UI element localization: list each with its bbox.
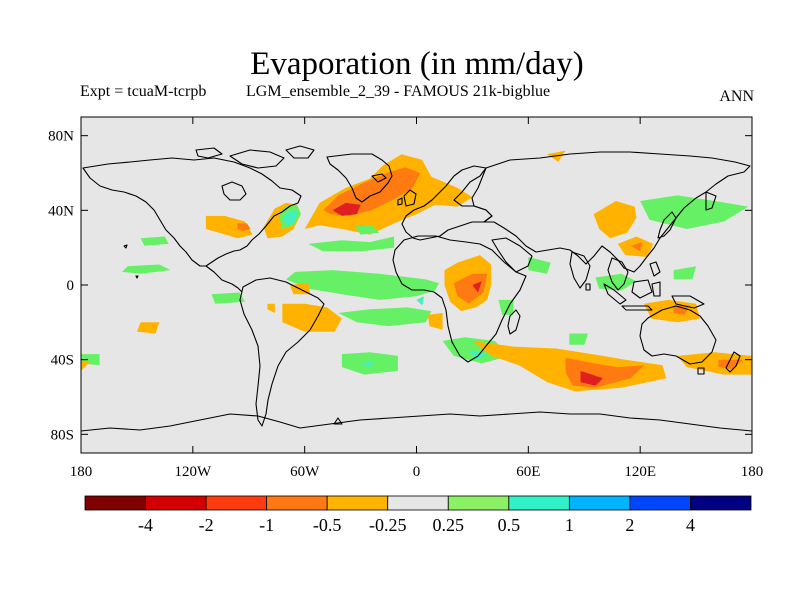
experiment-label: Expt = tcuaM-tcrpb [80, 83, 207, 100]
anomaly-region-east-pacific [122, 264, 171, 274]
anomaly-region-south-atlantic [338, 307, 432, 327]
colorbar-swatch [568, 495, 631, 511]
coastline-india [569, 251, 591, 289]
anomaly-region-north-america-east [237, 223, 251, 231]
coastline-philippines [649, 261, 661, 277]
coastline-greenland [326, 153, 393, 203]
anomaly-region-east-pacific [211, 292, 245, 304]
coastline-north-america [82, 157, 302, 267]
coastline-arctic-islands [229, 149, 285, 169]
lon-tick-label: 180 [70, 464, 93, 480]
anomaly-region-north-america-east [205, 215, 253, 239]
anomaly-region-asia-east [593, 201, 637, 239]
anomaly-region-southern-indian-ocean [569, 333, 588, 345]
anomaly-region-north-atlantic [332, 202, 361, 216]
anomaly-region-maritime-continent [673, 305, 689, 315]
lon-tick-label: 60E [516, 464, 540, 480]
anomaly-region-south-atlantic [416, 296, 424, 306]
colorbar-swatch [690, 495, 752, 511]
coastline-africa [392, 235, 527, 363]
anomaly-region-south-america [282, 303, 342, 332]
colorbar-swatch [205, 495, 268, 511]
anomaly-region-asia-east [630, 242, 642, 252]
lat-tick-label: 80N [48, 129, 74, 145]
coastline-hudson-bay [221, 181, 247, 201]
coastline-arabia [491, 237, 533, 273]
colorbar-swatch [447, 495, 510, 511]
coastline-new-zealand [725, 351, 741, 373]
colorbar-label: -0.25 [369, 515, 407, 535]
colorbar-swatch [387, 495, 449, 511]
anomaly-region-south-atlantic-40s [360, 361, 376, 368]
coastline-antarctica [80, 411, 753, 432]
anomaly-region-east-pacific [136, 322, 160, 334]
colorbar-swatch [629, 495, 691, 511]
anomaly-region-southern-indian-ocean [580, 370, 603, 386]
coastline-south-america [239, 277, 325, 427]
anomaly-region-asia-east [640, 195, 749, 229]
lon-tick-label: 120W [174, 464, 212, 480]
coastline-asia [471, 151, 751, 273]
coastline-indochina [607, 257, 629, 291]
coastline-europe [401, 165, 493, 241]
ensemble-label: LGM_ensemble_2_39 - FAMOUS 21k-bigblue [246, 83, 551, 100]
colorbar-swatch [326, 495, 389, 511]
anomaly-region-east-pacific [81, 361, 91, 371]
anomaly-region-africa [453, 273, 488, 304]
map-axes: 180 120W 60W 0 60E 120E 180 80N 40N 0 40S 80S [48, 117, 763, 480]
coastline-borneo [631, 279, 653, 299]
colorbar-swatch [145, 495, 207, 511]
colorbar-label: 0.25 [433, 515, 465, 535]
coastlines [80, 145, 753, 432]
anomaly-region-asia-east [673, 266, 697, 280]
colorbar-label: 1 [565, 515, 574, 535]
colorbar-label: 4 [686, 515, 695, 535]
coastline-madagascar [507, 309, 521, 335]
lon-tick-label: 60W [290, 464, 320, 480]
colorbar-swatch [266, 495, 328, 511]
colorbar-label: 0.5 [498, 515, 521, 535]
anomaly-region-us-east-coast [282, 210, 298, 226]
map-title: Evaporation (in mm/day) [250, 46, 584, 82]
anomaly-region-east-pacific [140, 236, 169, 246]
colorbar: -4 -2 -1 -0.5 -0.25 0.25 0.5 1 2 4 [84, 495, 752, 535]
season-label: ANN [719, 88, 754, 105]
anomaly-region-atlantic-tropics [308, 236, 395, 252]
lon-tick-label: 120E [624, 464, 656, 480]
lon-tick-label: 180 [741, 464, 764, 480]
colorbar-label: -2 [199, 515, 214, 535]
colorbar-swatch [84, 495, 146, 511]
coastline-british-isles [403, 189, 417, 207]
colorbar-label: -1 [259, 515, 274, 535]
lat-tick-label: 80S [51, 427, 74, 443]
coastline-new-guinea [671, 295, 705, 309]
anomaly-region-africa [472, 281, 482, 293]
colorbar-swatch [508, 495, 570, 511]
coastline-central-america [205, 265, 243, 293]
coastline-sumatra [603, 283, 627, 305]
colorbar-label: 2 [625, 515, 634, 535]
anomaly-region-south-america [267, 303, 275, 313]
anomaly-region-south-pacific [718, 359, 743, 369]
lat-tick-label: 40N [48, 203, 74, 219]
coastline-australia [639, 305, 717, 365]
anomaly-region-equatorial-band [286, 270, 439, 300]
coastline-japan [657, 211, 677, 239]
anomaly-region-atlantic-tropics [355, 225, 380, 235]
anomaly-region-indian-ocean-west [468, 350, 488, 360]
lon-tick-label: 0 [413, 464, 421, 480]
anomaly-region-africa [427, 313, 443, 330]
anomaly-region-indian-ocean-west [528, 257, 551, 274]
colorbar-label: -4 [138, 515, 153, 535]
lat-tick-label: 40S [51, 353, 74, 369]
colorbar-label: -0.5 [313, 515, 342, 535]
anomaly-contours [81, 150, 752, 392]
lat-tick-label: 0 [67, 278, 75, 294]
